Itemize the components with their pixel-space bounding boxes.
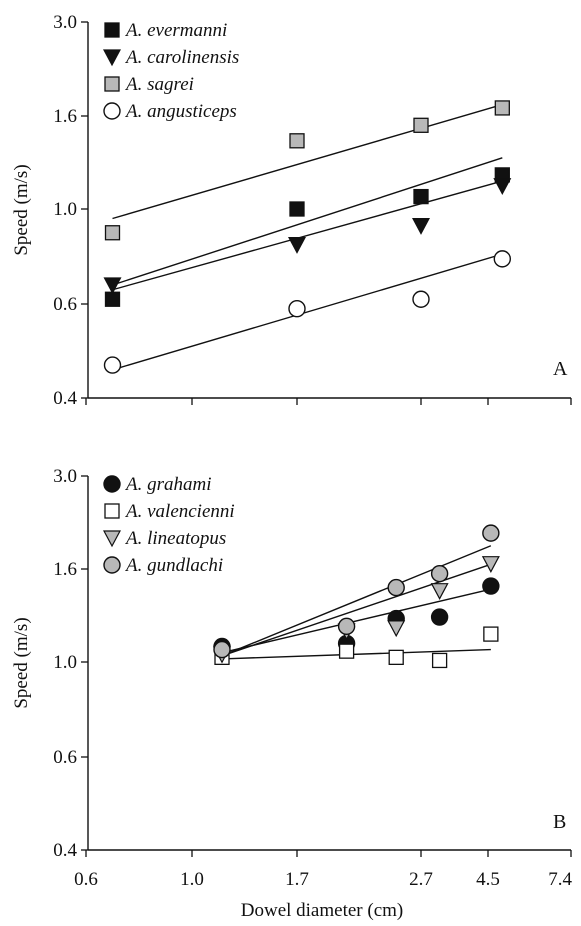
x-tick-label: 0.6 [74,869,98,890]
panel-a-point-s4-1 [103,356,122,374]
panel-a-point-s2-1 [103,277,122,295]
panel-a-fit-line-2 [112,180,503,291]
panel-a-label: A [553,358,568,380]
panel-a-y-tick-label: 0.6 [53,294,77,315]
panel-b-legend-marker-4 [103,556,121,574]
panel-a-legend-marker-2 [103,49,121,67]
panel-b-point-s2-4 [431,652,448,669]
panel-a-fit-line-1 [112,157,503,286]
panel-b-legend-label-1: A. grahami [124,474,212,495]
panel-b-legend-marker-2 [104,503,120,519]
panel-a-legend-marker-1 [104,22,120,38]
panel-a-point-s3-3 [413,117,429,133]
panel-a-point-s4-2 [288,300,306,318]
panel-b-point-s1-5 [482,577,500,595]
panel-b-y-tick-label: 3.0 [53,466,77,487]
panel-a-legend-label-3: A. sagrei [124,74,194,95]
panel-a-point-s3-4 [494,100,510,116]
panel-a-legend-label-2: A. carolinensis [124,47,239,68]
panel-b-legend-marker-3 [103,530,121,548]
panel-b-legend-label-2: A. valencienni [124,501,235,522]
panel-a-legend-label-1: A. evermanni [124,20,227,41]
panel-b-point-s1-4 [430,608,449,626]
x-tick-label: 2.7 [409,869,433,890]
panel-b-y-tick-label: 1.6 [53,559,77,580]
panel-b-legend-label-4: A. gundlachi [124,555,223,576]
panel-b-y-tick-label: 1.0 [53,652,77,673]
panel-a-point-s2-4 [493,178,512,196]
panel-a-point-s4-3 [412,290,430,308]
x-tick-label: 1.7 [285,869,309,890]
panel-b-fit-line-4 [221,545,492,657]
panel-a-point-s2-2 [288,237,306,254]
x-tick-label: 4.5 [476,869,500,890]
panel-a-legend-label-4: A. angusticeps [124,101,237,122]
panel-a-y-tick-label: 3.0 [53,12,77,33]
x-axis-title: Dowel diameter (cm) [241,900,403,921]
panel-b-legend-marker-1 [103,475,121,493]
panel-a-fit-line-3 [112,103,503,220]
panel-b-y-axis-title: Speed (m/s) [11,617,32,708]
panel-a-point-s3-1 [104,225,121,241]
panel-a-point-s3-2 [289,133,305,149]
panel-b-fit-line-1 [221,588,492,654]
panel-a-legend-marker-4 [103,102,121,120]
panel-a-point-s1-1 [104,291,121,307]
x-tick-label: 7.4 [548,869,572,890]
panel-b-point-s3-4 [430,583,449,600]
panel-a-y-tick-label: 1.0 [53,199,77,220]
panel-b-y-tick-label: 0.4 [53,840,77,861]
panel-b-point-s2-5 [483,626,499,642]
panel-b-point-s4-5 [482,524,500,542]
panel-a-y-tick-label: 0.4 [53,388,77,409]
panel-a-y-tick-label: 1.6 [53,106,77,127]
panel-a-fit-line-4 [112,253,503,371]
panel-a-point-s1-3 [413,188,429,205]
panel-b-y-tick-label: 0.6 [53,747,77,768]
panel-b-point-s4-1 [213,640,231,659]
panel-a-legend-marker-3 [104,76,120,92]
panel-b-point-s4-2 [337,617,356,636]
x-tick-label: 1.0 [180,869,204,890]
panel-b-point-s4-3 [387,578,405,597]
panel-b-point-s3-5 [481,556,500,573]
panel-b-point-s2-2 [338,643,355,659]
panel-b-label: B [553,811,566,833]
panel-a-point-s4-4 [493,250,512,268]
panel-b-legend-label-3: A. lineatopus [124,528,226,549]
panel-b-fit-line-3 [221,563,492,657]
panel-b-point-s3-3 [387,620,406,638]
panel-b-point-s2-3 [388,649,404,665]
panel-b-fit-line-2 [221,648,491,660]
panel-a-point-s1-2 [289,201,305,217]
panel-a-point-s2-3 [412,218,430,235]
panel-a-y-axis-title: Speed (m/s) [11,164,32,255]
panel-b-point-s4-4 [430,564,449,583]
